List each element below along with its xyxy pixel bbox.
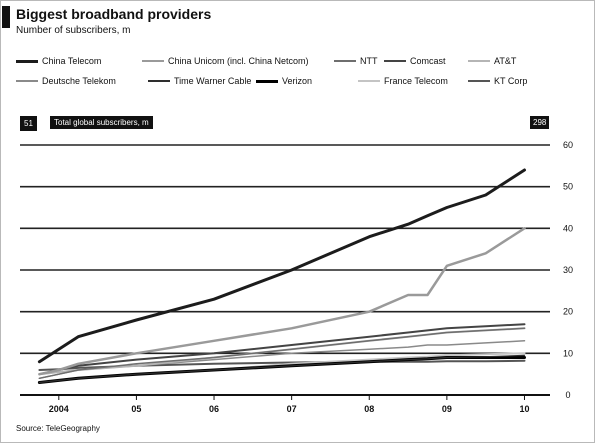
legend-swatch-8 — [358, 80, 380, 82]
x-tick-label-0: 2004 — [49, 404, 69, 414]
y-tick-label-10: 10 — [563, 348, 573, 358]
legend-item-6: Time Warner Cable — [148, 76, 251, 86]
legend-item-0: China Telecom — [16, 56, 101, 66]
legend-label-1: China Unicom (incl. China Netcom) — [168, 56, 309, 66]
x-tick-label-2: 06 — [209, 404, 219, 414]
title-accent-bar — [2, 6, 10, 28]
legend-item-1: China Unicom (incl. China Netcom) — [142, 56, 309, 66]
legend-item-8: France Telecom — [358, 76, 448, 86]
legend-item-2: NTT — [334, 56, 378, 66]
end-value-label: 298 — [530, 116, 550, 129]
y-tick-label-30: 30 — [563, 265, 573, 275]
y-tick-label-40: 40 — [563, 223, 573, 233]
legend-item-4: AT&T — [468, 56, 516, 66]
legend-swatch-0 — [16, 59, 38, 63]
y-tick-label-60: 60 — [563, 140, 573, 150]
series-line-1 — [38, 227, 526, 376]
x-tick-label-1: 05 — [131, 404, 141, 414]
legend-item-5: Deutsche Telekom — [16, 76, 116, 86]
legend-item-7: Verizon — [256, 76, 312, 86]
legend-label-2: NTT — [360, 56, 378, 66]
legend-swatch-2 — [334, 60, 356, 62]
x-tick-label-3: 07 — [287, 404, 297, 414]
legend-label-4: AT&T — [494, 56, 517, 66]
legend-swatch-5 — [16, 80, 38, 82]
series-line-0 — [37, 168, 526, 364]
legend-swatch-9 — [468, 80, 490, 82]
chart-source: Source: TeleGeography — [16, 424, 100, 433]
legend-swatch-6 — [148, 80, 170, 82]
y-tick-label-20: 20 — [563, 307, 573, 317]
series-line-3 — [38, 323, 526, 376]
legend-item-3: Comcast — [384, 56, 446, 66]
x-tick-label-4: 08 — [364, 404, 374, 414]
legend-label-0: China Telecom — [42, 56, 102, 66]
series-line-2 — [38, 327, 526, 380]
start-value-label: 51 — [20, 116, 37, 131]
legend-item-9: KT Corp — [468, 76, 527, 86]
legend-label-7: Verizon — [282, 76, 313, 86]
legend-label-5: Deutsche Telekom — [42, 76, 116, 86]
legend-label-3: Comcast — [410, 56, 446, 66]
total-subscribers-label: Total global subscribers, m — [50, 116, 153, 129]
legend-swatch-3 — [384, 60, 406, 62]
y-tick-label-0: 0 — [565, 390, 570, 400]
legend-label-9: KT Corp — [494, 76, 528, 86]
chart-title: Biggest broadband providers — [16, 6, 212, 22]
legend-swatch-1 — [142, 60, 164, 62]
x-tick-label-6: 10 — [519, 404, 529, 414]
x-tick-label-5: 09 — [442, 404, 452, 414]
chart-subtitle: Number of subscribers, m — [16, 25, 131, 36]
legend-label-6: Time Warner Cable — [174, 76, 252, 86]
legend-swatch-4 — [468, 60, 490, 62]
legend-label-8: France Telecom — [384, 76, 448, 86]
series-line-6 — [38, 354, 526, 384]
y-tick-label-50: 50 — [563, 182, 573, 192]
legend-swatch-7 — [256, 79, 278, 83]
